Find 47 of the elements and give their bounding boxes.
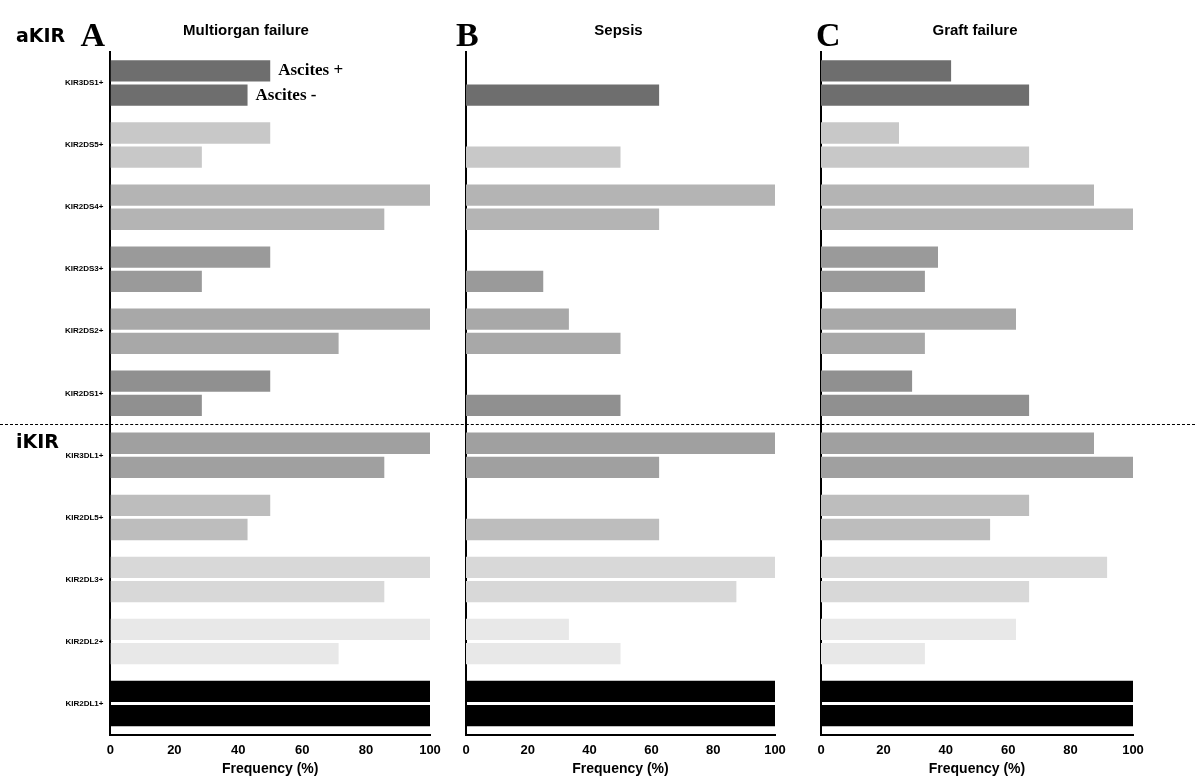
x-tick-label: 0: [462, 741, 470, 757]
chart-title: Multiorgan failure: [183, 21, 309, 39]
bar: [466, 270, 544, 292]
text: aKIR: [16, 24, 66, 46]
series-label: Ascites +: [278, 60, 344, 80]
x-tick-label: 0: [106, 741, 115, 757]
x-tick-label: 20: [520, 741, 536, 757]
y-tick-label: KIR2DS3+: [64, 264, 104, 274]
x-tick-label: 60: [1000, 741, 1016, 757]
x-tick-label: 20: [876, 741, 891, 757]
x-axis-title: Frequency (%): [572, 760, 669, 777]
x-tick-label: 60: [644, 741, 659, 757]
y-tick-label: KIR3DL1+: [65, 450, 104, 460]
x-tick-label: 80: [1063, 741, 1078, 757]
text: A: [80, 16, 106, 53]
y-tick-label: KIR2DL2+: [65, 636, 104, 646]
y-tick-label: KIR2DL3+: [65, 574, 104, 584]
bar: [466, 84, 660, 106]
x-tick-label: 100: [419, 741, 441, 757]
y-tick-label: KIR2DL5+: [65, 512, 104, 522]
bar: [466, 394, 621, 417]
x-tick-label: 40: [938, 741, 954, 757]
x-tick-label: 20: [167, 741, 182, 757]
chart-title: Graft failure: [932, 21, 1018, 39]
y-tick-label: KIR2DS1+: [64, 388, 104, 398]
y-tick-label: KIR2DS4+: [64, 202, 104, 212]
x-tick-label: 80: [358, 741, 374, 757]
text: iKIR: [16, 430, 60, 453]
y-tick-label: KIR3DS1+: [64, 78, 104, 88]
series-label: Ascites -: [255, 84, 317, 104]
x-tick-label: 100: [1122, 741, 1144, 757]
bar: [466, 146, 621, 168]
x-tick-label: 80: [705, 741, 721, 757]
x-tick-label: 0: [817, 741, 825, 757]
x-tick-label: 100: [764, 741, 786, 757]
x-tick-label: 60: [294, 741, 310, 757]
annotation: B: [456, 16, 479, 53]
x-axis-title: Frequency (%): [928, 760, 1026, 777]
y-tick-label: KIR2DL1+: [65, 698, 104, 708]
x-tick-label: 40: [582, 741, 597, 757]
annotation: C: [816, 16, 841, 53]
y-tick-label: KIR2DS5+: [64, 140, 104, 150]
x-axis-title: Frequency (%): [222, 760, 319, 777]
chart-title: Sepsis: [594, 21, 643, 39]
y-tick-label: KIR2DS2+: [64, 326, 104, 336]
bar: [466, 518, 660, 541]
x-tick-label: 40: [231, 741, 246, 757]
